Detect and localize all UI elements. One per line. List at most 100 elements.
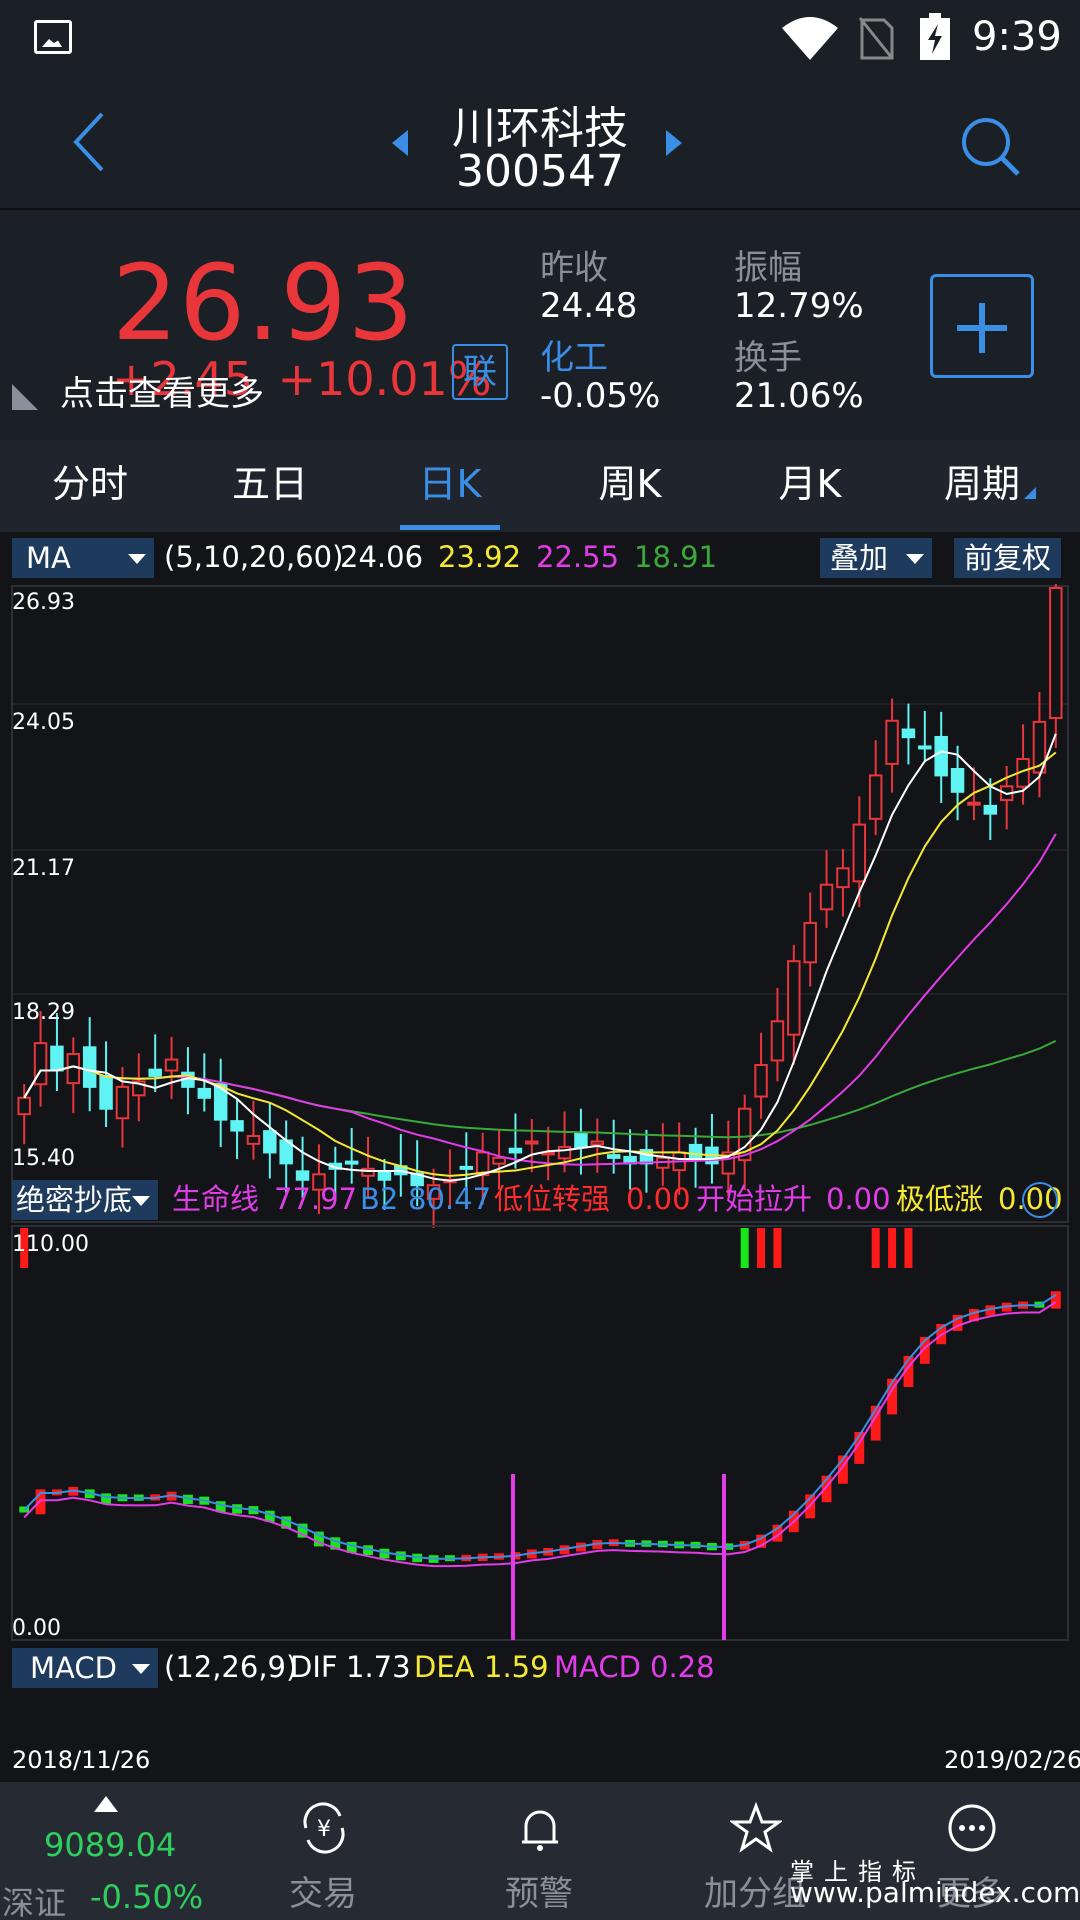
nav-add-group-label: 加分组 (704, 1874, 806, 1914)
prev-stock-icon[interactable] (390, 128, 410, 158)
indicator-bar (952, 1314, 963, 1331)
indicator-chart[interactable] (0, 1224, 1080, 1644)
candle (918, 745, 932, 750)
macd-select[interactable]: MACD (12, 1648, 158, 1688)
search-icon[interactable] (958, 114, 1022, 178)
watermark-url: www.palmindex.com (790, 1876, 1080, 1909)
indicator-bar (870, 1405, 881, 1441)
indicator-bar (985, 1305, 996, 1316)
back-arrow-icon[interactable] (66, 110, 116, 174)
nav-alert[interactable]: 预警 (464, 1782, 614, 1920)
adjust-button[interactable]: 前复权 (954, 538, 1062, 578)
candle (508, 1147, 523, 1154)
candle (148, 1068, 162, 1077)
candle (33, 1042, 48, 1086)
candle (885, 719, 899, 765)
expand-up-icon[interactable] (94, 1796, 118, 1812)
lift-start-value: 0.00 (826, 1182, 891, 1216)
dea-label: DEA (414, 1650, 475, 1684)
date-end: 2019/02/26 (944, 1746, 1080, 1774)
macd-indicator-row: MACD (12,26,9) DIF 1.73 DEA 1.59 MACD 0.… (0, 1642, 1080, 1692)
candle (770, 1020, 785, 1062)
bottom-nav: 9089.04 深证 -0.50% ¥ 交易 预警 加分组 更多 (0, 1782, 1080, 1920)
tab-daily-k[interactable]: 日K (360, 440, 540, 532)
prev-close-value: 24.48 (540, 286, 638, 326)
candle (50, 1045, 64, 1072)
indicator-bar (1050, 1291, 1061, 1309)
signal-marker (888, 1228, 897, 1268)
indicator-bar (363, 1545, 373, 1556)
ma-indicator-row: MA (5,10,20,60) 24.06 23.92 22.55 18.91 … (0, 532, 1080, 582)
sector-value: -0.05% (540, 376, 661, 416)
b2-label: B2 (360, 1182, 399, 1216)
candle (901, 728, 916, 739)
macd-params: (12,26,9) (164, 1650, 298, 1684)
indicator-bar (232, 1504, 242, 1514)
period-dropdown-icon (1024, 487, 1036, 499)
candle (1032, 720, 1047, 774)
tab-monthly-k[interactable]: 月K (778, 462, 842, 506)
indicator-select-label: 绝密抄底 (16, 1183, 133, 1217)
nav-alert-label: 预警 (505, 1874, 573, 1914)
price-axis-2: 24.05 (12, 710, 75, 735)
macd-value: 0.28 (650, 1650, 715, 1684)
life-line-value: 77.97 (274, 1182, 358, 1216)
indicator-bar (887, 1378, 897, 1415)
dif-label: DIF (290, 1650, 338, 1684)
nav-more[interactable]: 更多 (896, 1782, 1046, 1920)
indicator-bar (821, 1475, 832, 1503)
candle (230, 1120, 244, 1132)
sector-label[interactable]: 化工 (540, 338, 608, 378)
ma20-value: 22.55 (536, 540, 620, 574)
tab-period[interactable]: 周期 (900, 440, 1080, 532)
candle (934, 735, 948, 777)
overlay-select[interactable]: 叠加 (820, 538, 932, 578)
turnover-value: 21.06% (734, 376, 864, 416)
indicator-axis-min: 0.00 (12, 1616, 61, 1641)
candle (836, 867, 850, 889)
ma60-value: 18.91 (634, 540, 718, 574)
candle (132, 1080, 146, 1097)
indicator-settings-icon[interactable] (1020, 1180, 1060, 1220)
quote-panel: 26.93 +2.45 +10.01% 点击查看更多 联 昨收 24.48 化工… (0, 212, 1080, 432)
indicator-bar (281, 1516, 292, 1529)
candle (99, 1074, 113, 1110)
chart-area: MA (5,10,20,60) 24.06 23.92 22.55 18.91 … (0, 532, 1080, 1782)
no-sim-icon (858, 17, 894, 60)
signal-marker (904, 1228, 913, 1268)
low-strong-value: 0.00 (626, 1182, 691, 1216)
tab-weekly-k[interactable]: 周K (598, 462, 662, 506)
b2-line (23, 1294, 1057, 1560)
candle (819, 883, 834, 911)
next-stock-icon[interactable] (664, 128, 684, 158)
candle (852, 823, 867, 883)
clock: 9:39 (972, 14, 1062, 60)
change-amount: +2.45 (112, 352, 253, 406)
tab-intraday[interactable]: 分时 (51, 462, 128, 506)
candle (803, 921, 817, 964)
more-info-tooltip[interactable]: 点击查看更多 (60, 374, 264, 414)
candle (574, 1132, 588, 1148)
candle (492, 1156, 506, 1165)
tab-period-label: 周期 (943, 462, 1020, 506)
tab-five-day[interactable]: 五日 (231, 462, 308, 506)
nav-more-label: 更多 (937, 1874, 1005, 1914)
candle (721, 1151, 736, 1175)
lift-start-label: 开始拉升 (696, 1182, 813, 1216)
ma-select[interactable]: MA (12, 538, 154, 578)
linked-button[interactable]: 联 (452, 344, 508, 400)
index-value[interactable]: 9089.04 (44, 1826, 177, 1864)
add-watchlist-button[interactable] (930, 274, 1034, 378)
candle (606, 1154, 621, 1159)
ma-select-label: MA (26, 541, 71, 575)
indicator-select[interactable]: 绝密抄底 (12, 1180, 158, 1220)
nav-add-group[interactable]: 加分组 (680, 1782, 830, 1920)
nav-trade[interactable]: ¥ 交易 (248, 1782, 398, 1920)
signal-marker (757, 1228, 766, 1268)
candlestick-chart[interactable] (0, 584, 1080, 1228)
wifi-icon (782, 17, 838, 60)
amplitude-label: 振幅 (734, 248, 802, 288)
candle (213, 1083, 228, 1121)
candle (263, 1130, 277, 1154)
candle (295, 1170, 310, 1181)
